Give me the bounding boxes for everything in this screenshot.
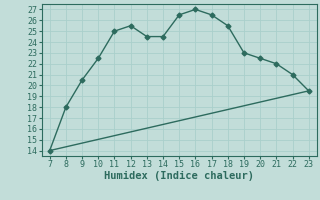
X-axis label: Humidex (Indice chaleur): Humidex (Indice chaleur)	[104, 171, 254, 181]
